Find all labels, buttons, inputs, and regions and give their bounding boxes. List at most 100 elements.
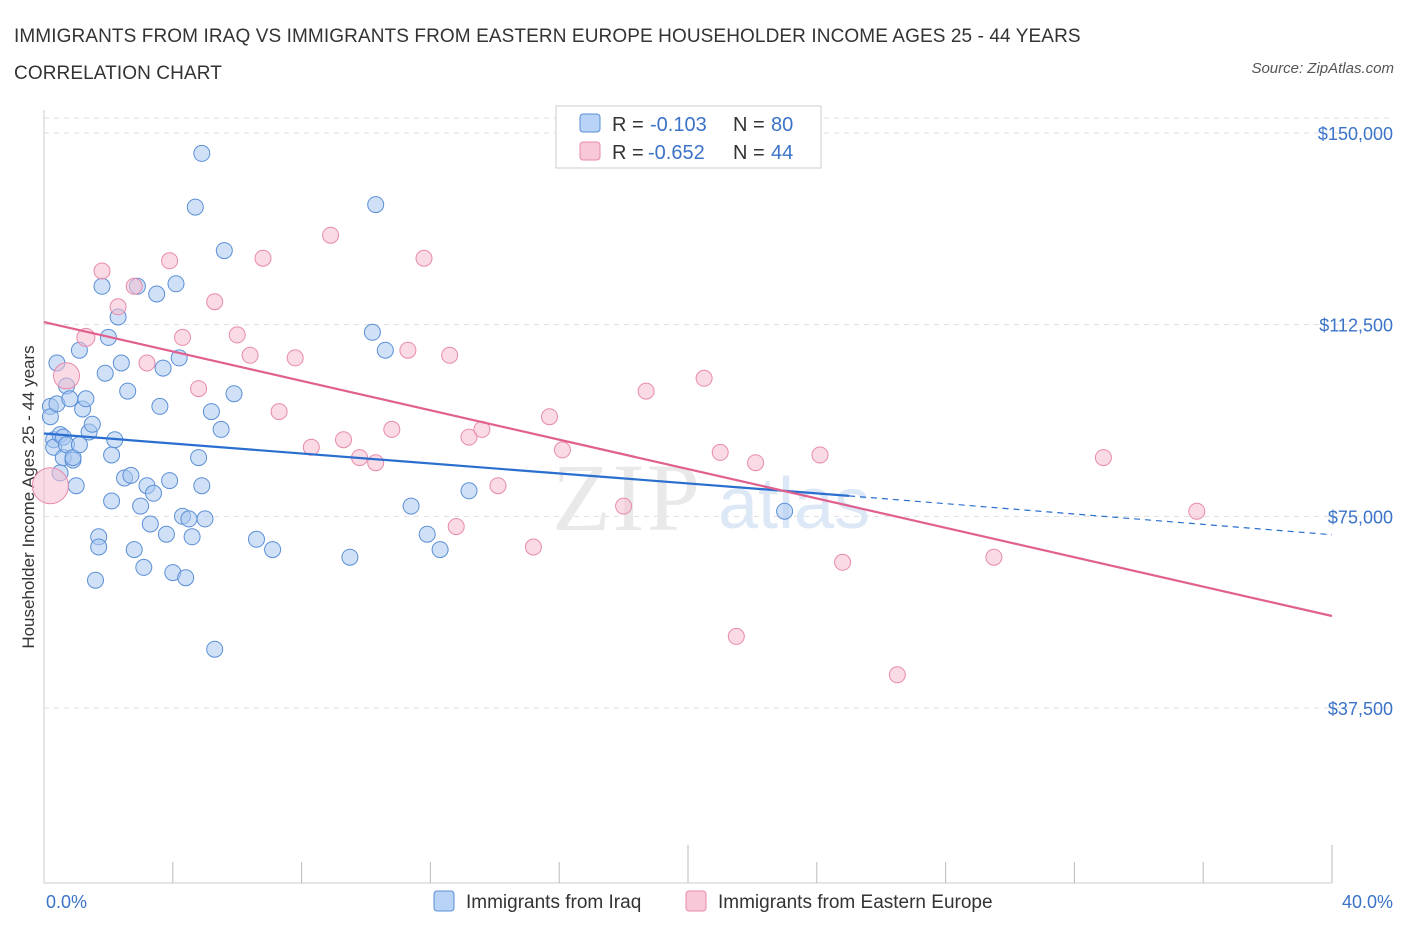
bottom-legend-label-iraq: Immigrants from Iraq	[466, 892, 641, 913]
data-point-iraq	[206, 640, 224, 658]
data-point-iraq	[93, 277, 111, 295]
data-point-eastern-europe	[637, 382, 655, 400]
data-point-eastern-europe	[322, 226, 340, 244]
series-iraq-points	[41, 144, 794, 658]
legend-swatch-iraq	[579, 113, 601, 133]
data-point-iraq	[122, 466, 140, 484]
data-point-eastern-europe	[31, 467, 69, 505]
y-tick-label: $150,000	[1318, 124, 1393, 144]
legend-r-value-eastern-europe: -0.652	[648, 142, 705, 164]
legend-n-value-iraq: 80	[771, 114, 793, 136]
legend-r-label-eastern-europe: R =	[612, 142, 644, 164]
data-point-eastern-europe	[615, 497, 633, 515]
data-point-iraq	[167, 275, 185, 293]
legend-r-label-iraq: R =	[612, 114, 644, 136]
legend-n-label-eastern-europe: N =	[733, 142, 765, 164]
data-point-eastern-europe	[553, 441, 571, 459]
bottom-legend-label-eastern-europe: Immigrants from Eastern Europe	[718, 892, 993, 913]
data-point-eastern-europe	[367, 454, 385, 472]
data-point-iraq	[196, 510, 214, 528]
data-point-eastern-europe	[138, 354, 156, 372]
data-point-iraq	[367, 196, 385, 214]
data-point-iraq	[418, 525, 436, 543]
trend-line-iraq-extension	[848, 495, 1333, 536]
data-point-eastern-europe	[1094, 449, 1112, 467]
data-point-iraq	[132, 497, 150, 515]
data-point-eastern-europe	[747, 454, 765, 472]
data-point-iraq	[161, 472, 179, 490]
series-eastern-europe-points	[31, 226, 1206, 684]
y-tick-label: $112,500	[1319, 316, 1393, 336]
data-point-iraq	[776, 502, 794, 520]
x-tick-label-min: 0.0%	[46, 892, 87, 912]
data-point-eastern-europe	[335, 431, 352, 449]
y-tick-labels: $37,500 $75,000 $112,500 $150,000	[1318, 124, 1393, 719]
x-tick-label-max: 40.0%	[1342, 892, 1393, 912]
legend-r-value-iraq: -0.103	[650, 114, 707, 136]
chart-title: IMMIGRANTS FROM IRAQ VS IMMIGRANTS FROM …	[14, 26, 1081, 84]
data-point-iraq	[112, 354, 130, 372]
data-point-iraq	[202, 403, 220, 421]
x-tick-marks	[172, 845, 1333, 883]
data-point-eastern-europe	[125, 277, 143, 295]
data-point-iraq	[186, 198, 204, 216]
data-point-eastern-europe	[161, 252, 179, 270]
y-axis-label: Householder Income Ages 25 - 44 years	[19, 345, 38, 648]
data-point-iraq	[90, 538, 108, 556]
y-tick-label: $37,500	[1328, 699, 1393, 719]
data-point-eastern-europe	[270, 403, 288, 421]
data-point-eastern-europe	[228, 326, 246, 344]
data-point-iraq	[83, 415, 101, 433]
data-point-iraq	[215, 242, 233, 260]
data-point-iraq	[145, 484, 162, 502]
data-point-iraq	[341, 548, 359, 566]
data-point-iraq	[141, 515, 159, 533]
data-point-eastern-europe	[399, 341, 417, 359]
bottom-legend-swatch-eastern-europe	[685, 890, 707, 912]
legend-box: R = -0.103 N = 80 R = -0.652 N = 44	[555, 105, 822, 169]
legend-n-label-iraq: N =	[733, 114, 765, 136]
trend-lines	[43, 321, 1333, 618]
data-point-eastern-europe	[109, 298, 127, 316]
data-point-eastern-europe	[206, 293, 224, 311]
data-point-iraq	[264, 541, 282, 559]
data-point-eastern-europe	[383, 420, 401, 438]
data-point-eastern-europe	[489, 477, 507, 495]
data-point-eastern-europe	[174, 328, 191, 346]
data-point-eastern-europe	[695, 369, 713, 387]
bottom-legend-swatch-iraq	[433, 890, 455, 912]
watermark-zip: ZIP	[552, 444, 702, 551]
data-point-iraq	[177, 569, 195, 587]
data-point-iraq	[125, 541, 143, 559]
data-point-eastern-europe	[441, 346, 459, 364]
watermark-atlas: atlas	[718, 464, 870, 544]
data-point-eastern-europe	[985, 548, 1003, 566]
data-point-iraq	[135, 558, 153, 576]
data-point-iraq	[212, 420, 230, 438]
data-point-iraq	[193, 477, 211, 495]
chart-source: Source: ZipAtlas.com	[1251, 60, 1394, 77]
data-point-iraq	[180, 510, 198, 528]
data-point-eastern-europe	[834, 553, 852, 571]
data-point-eastern-europe	[727, 627, 745, 645]
data-point-iraq	[151, 397, 169, 415]
data-point-iraq	[248, 530, 265, 548]
data-point-iraq	[363, 323, 381, 341]
data-point-iraq	[157, 525, 175, 543]
data-point-iraq	[77, 390, 95, 408]
data-point-iraq	[402, 497, 420, 515]
data-point-eastern-europe	[286, 349, 304, 367]
data-point-iraq	[183, 528, 201, 546]
gridlines	[44, 117, 1392, 709]
data-point-eastern-europe	[93, 262, 111, 280]
data-point-eastern-europe	[1188, 502, 1206, 520]
data-point-iraq	[148, 285, 166, 303]
trend-line-iraq	[43, 432, 850, 497]
data-point-eastern-europe	[190, 380, 208, 398]
data-point-eastern-europe	[811, 446, 829, 464]
data-point-eastern-europe	[460, 428, 478, 446]
data-point-iraq	[103, 446, 121, 464]
data-point-eastern-europe	[53, 362, 80, 390]
data-point-iraq	[225, 385, 243, 403]
data-point-iraq	[61, 390, 79, 408]
